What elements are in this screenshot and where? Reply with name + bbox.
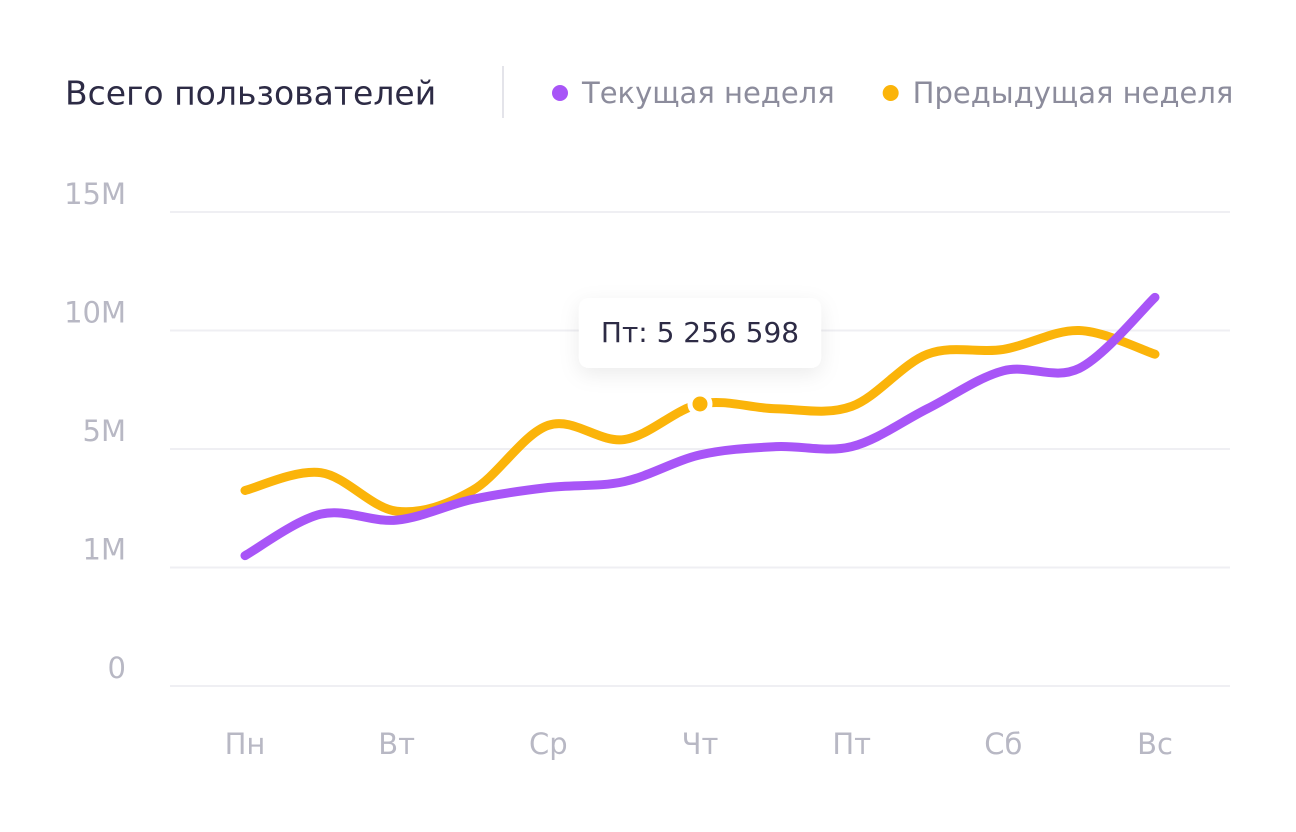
y-tick-label: 1M bbox=[83, 533, 126, 567]
x-tick-label: Пт bbox=[832, 727, 871, 761]
legend-label: Текущая неделя bbox=[581, 76, 835, 110]
legend-dot bbox=[882, 85, 899, 101]
series-line bbox=[240, 292, 1160, 561]
x-tick-label: Чт bbox=[682, 727, 719, 761]
tooltip: Пт: 5 256 598 bbox=[578, 298, 822, 417]
legend-dot bbox=[552, 85, 568, 101]
x-tick-label: Пн bbox=[225, 727, 266, 761]
x-tick-label: Вс bbox=[1137, 727, 1173, 761]
x-tick-label: Сб bbox=[984, 727, 1022, 761]
chart-title: Всего пользователей bbox=[65, 74, 436, 113]
tooltip-marker bbox=[687, 391, 713, 417]
y-tick-label: 5M bbox=[83, 414, 126, 448]
x-tick-label: Ср bbox=[529, 727, 568, 761]
y-tick-label: 0 bbox=[108, 651, 126, 685]
y-tick-label: 15M bbox=[64, 177, 126, 211]
tooltip-box bbox=[578, 298, 822, 368]
legend: Текущая неделя Предыдущая неделя bbox=[552, 76, 1233, 110]
tooltip-text: Пт: 5 256 598 bbox=[601, 316, 799, 349]
legend-label: Предыдущая неделя bbox=[913, 76, 1234, 110]
y-tick-label: 10M bbox=[64, 296, 126, 330]
grid: 0 1M 5M 10M 15M Пн Вт Ср Чт Пт Сб Вс bbox=[64, 177, 1230, 761]
x-tick-label: Вт bbox=[378, 727, 415, 761]
